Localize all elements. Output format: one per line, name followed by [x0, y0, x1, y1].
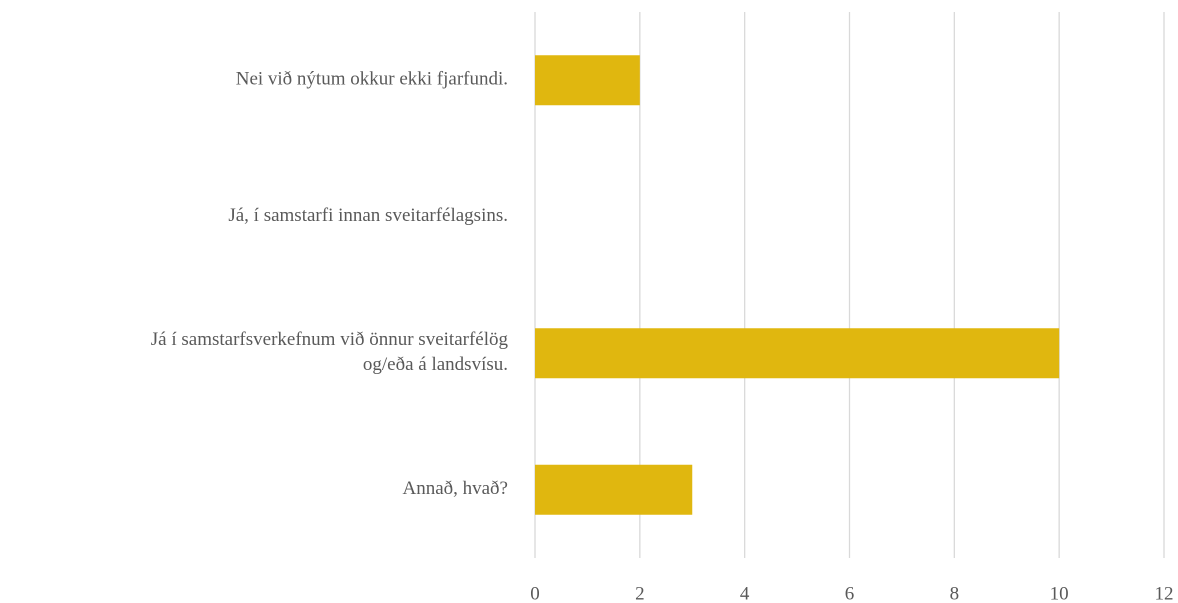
y-tick-label: Já, í samstarfi innan sveitarfélagsins. [228, 205, 508, 226]
y-tick-label: Já í samstarfsverkefnum við önnur sveita… [151, 329, 509, 375]
x-tick-label: 10 [1050, 583, 1069, 603]
y-tick-label: Nei við nýtum okkur ekki fjarfundi. [236, 69, 508, 90]
y-tick-label: Annað, hvað? [402, 478, 508, 499]
x-tick-label: 0 [530, 583, 540, 603]
x-tick-label: 4 [740, 583, 750, 603]
x-tick-label: 6 [845, 583, 855, 603]
x-tick-label: 8 [950, 583, 960, 603]
x-tick-label: 12 [1155, 583, 1174, 603]
x-tick-label: 2 [635, 583, 645, 603]
bar [535, 464, 693, 515]
bar [535, 328, 1060, 379]
bar [535, 55, 640, 106]
